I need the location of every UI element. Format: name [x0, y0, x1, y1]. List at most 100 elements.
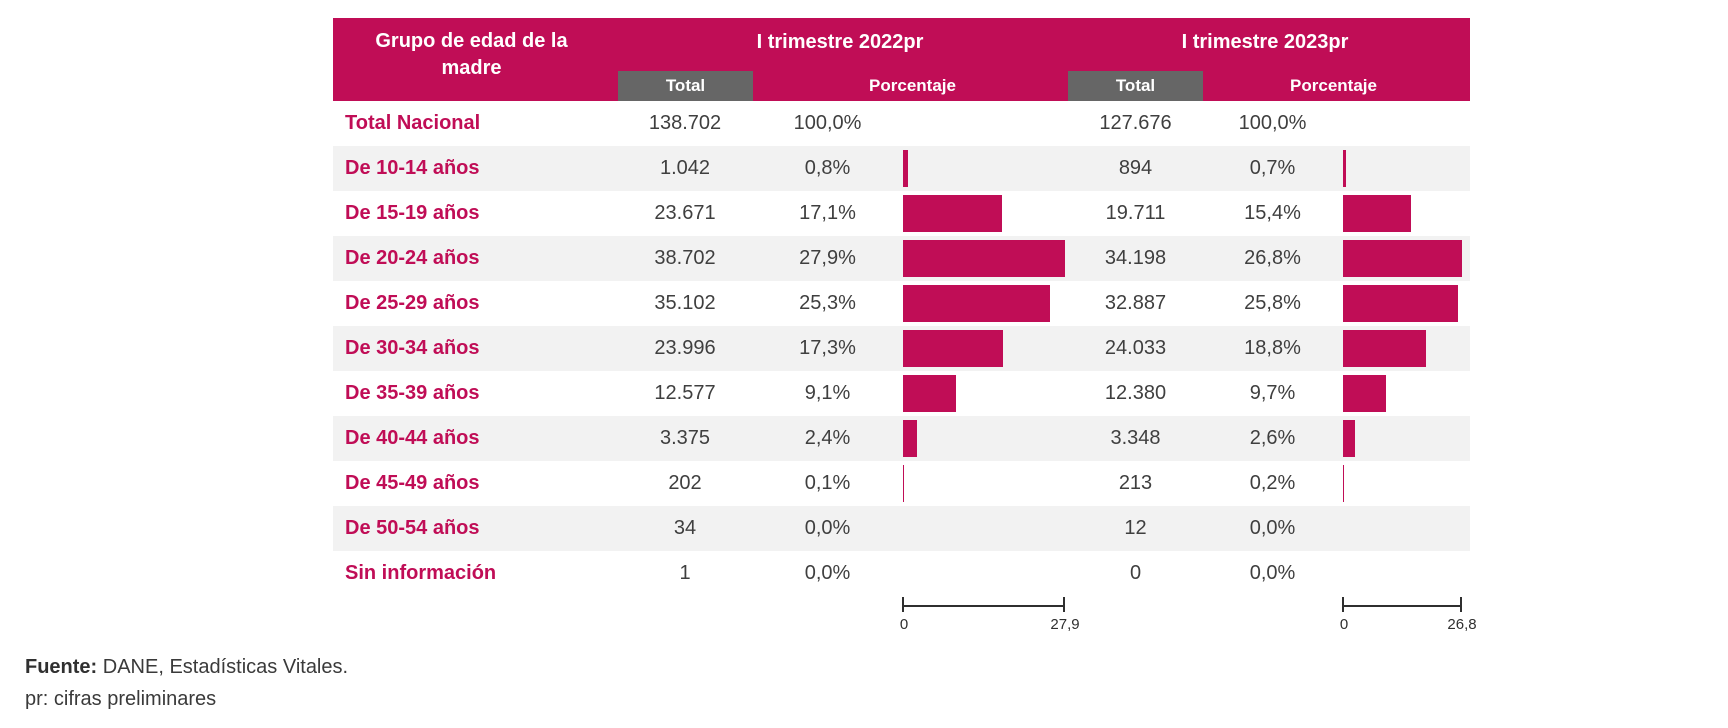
- age-group-header-line2: madre: [441, 57, 502, 79]
- pct-value-2022: 0,0%: [804, 562, 851, 584]
- total-value-2023: 894: [1118, 157, 1153, 179]
- age-group-header-line1: Grupo de edad de la: [375, 30, 568, 52]
- pct-bar-2023: [1343, 240, 1462, 277]
- axis-2023-tick-max: [1460, 597, 1462, 612]
- pct-value-2022: 9,1%: [804, 382, 851, 404]
- porcentaje-2023-subheader: Porcentaje: [1290, 76, 1377, 95]
- table-row: Sin información 1 0,0% 0 0,0%: [333, 551, 1470, 596]
- axis-2023-label-max: 26,8: [1447, 616, 1477, 633]
- age-group-label: De 35-39 años: [345, 382, 480, 404]
- table-row: De 10-14 años 1.042 0,8% 894 0,7%: [333, 146, 1470, 191]
- pct-value-2022: 17,3%: [799, 337, 856, 359]
- pct-value-2022: 25,3%: [799, 292, 856, 314]
- pct-value-2023: 18,8%: [1244, 337, 1301, 359]
- pct-value-2022: 27,9%: [799, 247, 856, 269]
- total-2023-subheader: Total: [1068, 71, 1203, 101]
- total-value-2023: 213: [1118, 472, 1153, 494]
- total-value-2023: 34.198: [1104, 247, 1167, 269]
- porcentaje-2022-subheader: Porcentaje: [869, 76, 956, 95]
- axis-2023-line: [1343, 605, 1462, 607]
- pct-bar-2022: [903, 240, 1065, 277]
- pct-value-2023: 0,2%: [1249, 472, 1296, 494]
- total-value-2022: 38.702: [654, 247, 716, 269]
- total-value-2022: 35.102: [654, 292, 716, 314]
- pct-value-2022: 100,0%: [793, 112, 862, 134]
- pct-value-2023: 0,0%: [1249, 562, 1296, 584]
- total-value-2022: 12.577: [654, 382, 716, 404]
- total-value-2022: 1: [679, 562, 691, 584]
- axis-2022-label-max: 27,9: [1050, 616, 1080, 633]
- total-value-2023: 32.887: [1104, 292, 1167, 314]
- total-value-2023: 19.711: [1105, 202, 1166, 224]
- pct-value-2023: 25,8%: [1244, 292, 1301, 314]
- axis-2022-label-min: 0: [899, 616, 909, 633]
- pct-bar-2023: [1343, 195, 1412, 232]
- pct-value-2022: 2,4%: [804, 427, 851, 449]
- total-value-2023: 127.676: [1099, 112, 1172, 134]
- pct-value-2023: 9,7%: [1249, 382, 1296, 404]
- total-value-2023: 12: [1124, 517, 1147, 539]
- pct-value-2022: 0,0%: [804, 517, 851, 539]
- pct-value-2023: 15,4%: [1244, 202, 1301, 224]
- pct-value-2023: 26,8%: [1244, 247, 1301, 269]
- total-value-2023: 24.033: [1104, 337, 1167, 359]
- pct-bar-2022: [903, 150, 908, 187]
- pct-bar-2022: [903, 195, 1003, 232]
- age-group-label: De 40-44 años: [345, 427, 480, 449]
- pct-value-2022: 0,1%: [804, 472, 851, 494]
- table-row: De 20-24 años 38.702 27,9% 34.198 26,8%: [333, 236, 1470, 281]
- age-group-column-header: Grupo de edad de la madre: [333, 28, 610, 82]
- pct-bar-2023: [1343, 150, 1347, 187]
- total-value-2022: 3.375: [659, 427, 711, 449]
- axis-2022-tick-min: [902, 597, 904, 612]
- age-group-label: De 25-29 años: [345, 292, 480, 314]
- period-2023-header: I trimestre 2023pr: [1181, 31, 1349, 53]
- age-group-label: De 30-34 años: [345, 337, 480, 359]
- pct-bar-2023: [1343, 420, 1355, 457]
- source-note: Fuente: DANE, Estadísticas Vitales.: [25, 656, 348, 679]
- axis-2022-line: [903, 605, 1065, 607]
- source-label: Fuente:: [25, 656, 98, 678]
- pct-bar-2023: [1343, 375, 1387, 412]
- total-value-2022: 34: [673, 517, 697, 539]
- pct-value-2022: 0,8%: [804, 157, 851, 179]
- pct-bar-2022: [903, 420, 917, 457]
- table-row: De 25-29 años 35.102 25,3% 32.887 25,8%: [333, 281, 1470, 326]
- age-group-label: De 50-54 años: [345, 517, 480, 539]
- pct-value-2023: 100,0%: [1238, 112, 1307, 134]
- table-row: De 40-44 años 3.375 2,4% 3.348 2,6%: [333, 416, 1470, 461]
- axis-2023-label-min: 0: [1339, 616, 1349, 633]
- table-row: De 15-19 años 23.671 17,1% 19.711 15,4%: [333, 191, 1470, 236]
- pct-bar-2023: [1343, 285, 1458, 322]
- period-2022-header: I trimestre 2022pr: [756, 31, 924, 53]
- pct-bar-2022: [903, 465, 904, 502]
- total-value-2022: 23.671: [654, 202, 716, 224]
- table-row: De 30-34 años 23.996 17,3% 24.033 18,8%: [333, 326, 1470, 371]
- table-row: Total Nacional 138.702 100,0% 127.676 100,0%: [333, 101, 1470, 146]
- pct-value-2023: 2,6%: [1249, 427, 1296, 449]
- total-value-2023: 3.348: [1110, 427, 1161, 449]
- table-header: Grupo de edad de la madre I trimestre 20…: [333, 18, 1470, 101]
- axis-2023-tick-min: [1342, 597, 1344, 612]
- total-value-2022: 23.996: [654, 337, 716, 359]
- pct-bar-2022: [903, 285, 1050, 322]
- pct-value-2023: 0,7%: [1249, 157, 1296, 179]
- preliminary-note: pr: cifras preliminares: [25, 688, 217, 710]
- total-value-2023: 0: [1129, 562, 1142, 584]
- pct-bar-2023: [1343, 465, 1344, 502]
- table-row: De 45-49 años 202 0,1% 213 0,2%: [333, 461, 1470, 506]
- age-group-label: De 45-49 años: [345, 472, 480, 494]
- pct-bar-2022: [903, 330, 1004, 367]
- pct-value-2022: 17,1%: [799, 202, 856, 224]
- age-group-label: De 15-19 años: [345, 202, 480, 224]
- pct-value-2023: 0,0%: [1249, 517, 1296, 539]
- age-group-label: Total Nacional: [345, 112, 481, 134]
- source-text: DANE, Estadísticas Vitales.: [97, 656, 349, 678]
- pct-bar-2022: [903, 375, 956, 412]
- total-value-2022: 138.702: [648, 112, 722, 134]
- axis-2022-tick-max: [1063, 597, 1065, 612]
- table-row: De 35-39 años 12.577 9,1% 12.380 9,7%: [333, 371, 1470, 416]
- total-value-2022: 1.042: [659, 157, 711, 179]
- age-group-label: De 10-14 años: [345, 157, 480, 179]
